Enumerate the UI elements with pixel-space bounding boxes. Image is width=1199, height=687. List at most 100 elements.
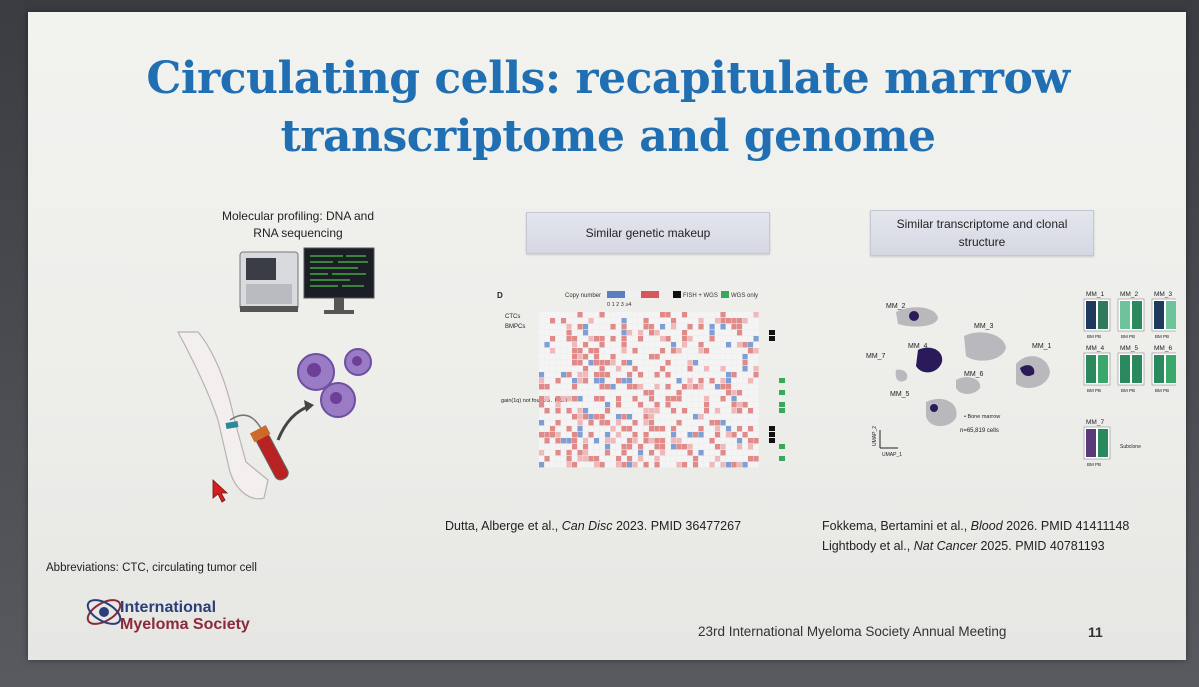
heatmap-cell [687, 378, 693, 384]
heatmap-cell [594, 366, 600, 372]
bar-label: MM_7 [1086, 419, 1104, 426]
heatmap-cell [566, 390, 572, 396]
heatmap-cell [539, 342, 545, 348]
heatmap-cell [610, 330, 616, 336]
heatmap-cell [704, 360, 710, 366]
heatmap-cell [654, 426, 660, 432]
heatmap-cell [572, 372, 578, 378]
heatmap-cell [698, 420, 704, 426]
heatmap-cell [572, 384, 578, 390]
heatmap-cell [643, 402, 649, 408]
heatmap-cell [753, 318, 759, 324]
heatmap-cell [610, 378, 616, 384]
subclone-bar [1132, 355, 1142, 383]
heatmap-cell [676, 402, 682, 408]
heatmap-cell [555, 324, 561, 330]
heatmap-cell [588, 444, 594, 450]
heatmap-cell [599, 390, 605, 396]
heatmap-cell [693, 438, 699, 444]
heatmap-cell [555, 408, 561, 414]
heatmap-cell [720, 360, 726, 366]
heatmap-cell [594, 420, 600, 426]
heatmap-cell [561, 372, 567, 378]
heatmap-cell [583, 354, 589, 360]
heatmap-cell [748, 360, 754, 366]
heatmap-cell [544, 330, 550, 336]
heatmap-cell [748, 432, 754, 438]
heatmap-cell [687, 360, 693, 366]
heatmap-cell [671, 426, 677, 432]
heatmap-cell [550, 336, 556, 342]
heatmap-cell [726, 438, 732, 444]
heatmap-cell [654, 456, 660, 462]
heatmap-cell [698, 342, 704, 348]
heatmap-cell [621, 354, 627, 360]
heatmap-cell [742, 462, 748, 468]
heatmap-cell [577, 408, 583, 414]
heatmap-cell [577, 342, 583, 348]
heatmap-cell [704, 324, 710, 330]
heatmap-cell [555, 456, 561, 462]
heatmap-cell [583, 456, 589, 462]
heatmap-cell [621, 462, 627, 468]
heatmap-cell [627, 384, 633, 390]
heatmap-cell [643, 462, 649, 468]
heatmap-cell [555, 444, 561, 450]
heatmap-cell [561, 432, 567, 438]
citation-fokkema: Fokkema, Bertamini et al., Blood 2026. P… [822, 517, 1129, 536]
heatmap-cell [561, 420, 567, 426]
heatmap-cell [737, 390, 743, 396]
heatmap-cell [682, 450, 688, 456]
heatmap-cell [594, 384, 600, 390]
heatmap-cell [638, 366, 644, 372]
heatmap-cell [588, 450, 594, 456]
transcriptome-header: Similar transcriptome and clonal structu… [870, 210, 1094, 256]
heatmap-cell [731, 312, 737, 318]
heatmap-cell [682, 432, 688, 438]
heatmap-cell [643, 354, 649, 360]
heatmap-cell [753, 420, 759, 426]
heatmap-cell [698, 438, 704, 444]
abbreviations-note: Abbreviations: CTC, circulating tumor ce… [46, 562, 257, 574]
heatmap-cell [660, 420, 666, 426]
heatmap-cell [698, 402, 704, 408]
heatmap-cell [649, 414, 655, 420]
heatmap-cell [616, 432, 622, 438]
heatmap-cell [665, 324, 671, 330]
heatmap-cell [649, 366, 655, 372]
heatmap-cell [616, 312, 622, 318]
heatmap-cell [566, 318, 572, 324]
heatmap-cell [671, 384, 677, 390]
heatmap-cell [561, 456, 567, 462]
heatmap-cell [544, 420, 550, 426]
heatmap-cell [682, 444, 688, 450]
heatmap-cell [726, 432, 732, 438]
heatmap-marker [769, 426, 775, 431]
heatmap-cell [643, 330, 649, 336]
heatmap-cell [737, 384, 743, 390]
heatmap-cell [550, 390, 556, 396]
heatmap-cell [539, 336, 545, 342]
caption-line-2: RNA sequencing [253, 226, 343, 240]
heatmap-cell [676, 450, 682, 456]
subclone-bar [1086, 301, 1096, 329]
heatmap-cell [715, 450, 721, 456]
heatmap-cell [687, 432, 693, 438]
heatmap-cell [715, 366, 721, 372]
heatmap-cell [715, 360, 721, 366]
heatmap-cell [682, 354, 688, 360]
heatmap-cell [588, 312, 594, 318]
heatmap-cell [550, 408, 556, 414]
heatmap-cell [687, 396, 693, 402]
heatmap-cell [566, 420, 572, 426]
heatmap-cell [539, 360, 545, 366]
heatmap-cell [665, 426, 671, 432]
heatmap-cell [544, 336, 550, 342]
slide-page-number: 11 [1088, 624, 1103, 640]
heatmap-cell [671, 390, 677, 396]
heatmap-cell [687, 336, 693, 342]
heatmap-cell [676, 324, 682, 330]
heatmap-cell [720, 330, 726, 336]
heatmap-cell [687, 348, 693, 354]
heatmap-cell [561, 330, 567, 336]
